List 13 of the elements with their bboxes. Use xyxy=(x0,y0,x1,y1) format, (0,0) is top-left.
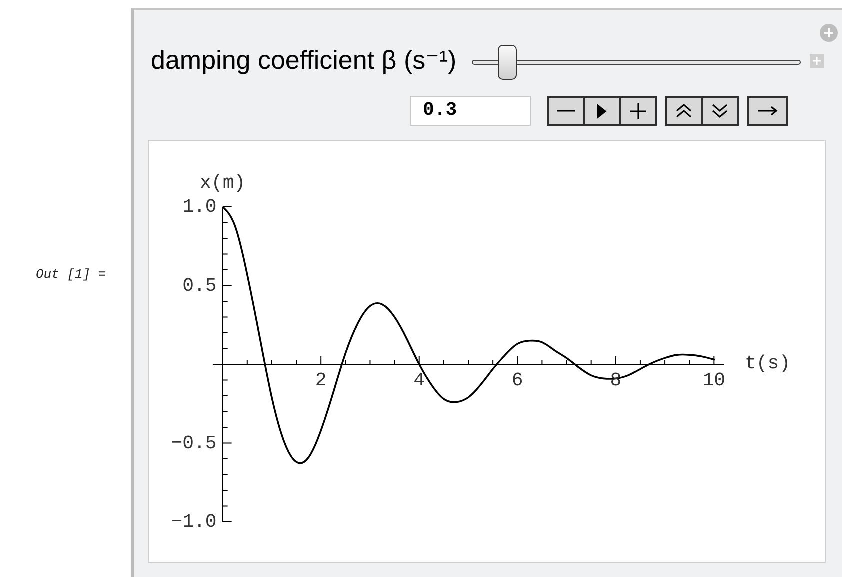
y-tick-label: −0.5 xyxy=(171,432,217,454)
y-axis-title: x(m) xyxy=(200,172,246,194)
y-tick-label: 1.0 xyxy=(182,196,217,218)
text: 0.3 xyxy=(423,99,458,122)
y-tick-label: 0.5 xyxy=(182,274,217,297)
x-tick-label: 10 xyxy=(702,370,726,392)
y-tick-label: −1.0 xyxy=(171,511,217,533)
x-tick-label: 6 xyxy=(512,370,524,392)
x-tick-label: 4 xyxy=(414,370,426,392)
chart-title: damping coefficient β (s⁻¹) xyxy=(151,45,457,75)
x-axis-title: t(s) xyxy=(745,352,791,374)
x-tick-label: 2 xyxy=(315,370,327,392)
text: Out [1] = xyxy=(36,266,106,284)
